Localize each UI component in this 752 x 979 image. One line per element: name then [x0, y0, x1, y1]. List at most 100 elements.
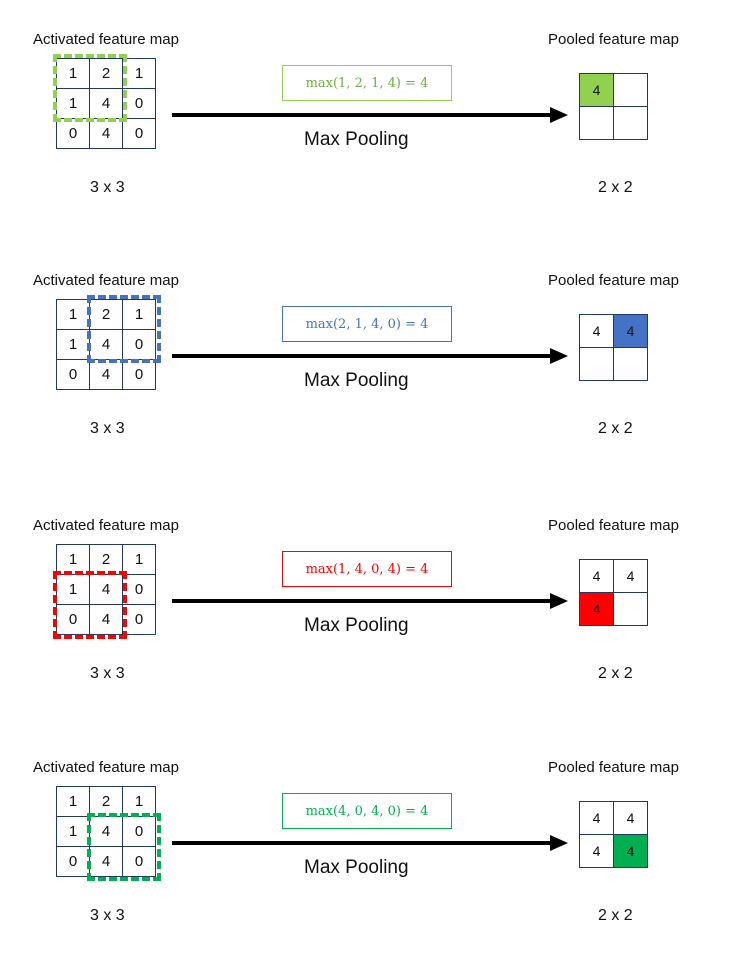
matrix-row	[579, 347, 648, 381]
matrix-cell: 1	[56, 544, 90, 575]
pooling-window	[53, 54, 127, 122]
matrix-cell: 0	[56, 118, 90, 149]
arrow-right-icon	[172, 348, 568, 364]
pooled-cell: 4	[613, 559, 648, 593]
matrix-cell: 1	[56, 58, 90, 89]
pooled-cell	[579, 347, 614, 381]
pooled-cell: 4	[579, 559, 614, 593]
input-title: Activated feature map	[33, 759, 179, 776]
pooled-cell	[613, 347, 648, 381]
pooled-cell: 4	[579, 592, 614, 626]
pooling-window	[87, 295, 161, 363]
matrix-row: 4	[579, 73, 648, 107]
pooling-step-3: Activated feature map Pooled feature map 1…	[0, 517, 752, 737]
matrix-cell: 2	[89, 58, 123, 89]
matrix-cell: 1	[122, 786, 156, 817]
formula-box: max(2, 1, 4, 0) = 4	[282, 306, 452, 342]
pooled-cell: 4	[579, 834, 614, 868]
formula-box: max(4, 0, 4, 0) = 4	[282, 793, 452, 829]
matrix-row: 4	[579, 592, 648, 626]
pooled-cell: 4	[579, 314, 614, 348]
output-title: Pooled feature map	[548, 759, 679, 776]
matrix-cell: 1	[56, 299, 90, 330]
pooling-step-1: Activated feature map Pooled feature map 1…	[0, 31, 752, 251]
formula-box: max(1, 4, 0, 4) = 4	[282, 551, 452, 587]
output-title: Pooled feature map	[548, 517, 679, 534]
input-title: Activated feature map	[33, 31, 179, 48]
matrix-cell: 1	[56, 786, 90, 817]
matrix-cell: 0	[122, 329, 156, 360]
output-title: Pooled feature map	[548, 272, 679, 289]
matrix-cell: 0	[122, 604, 156, 635]
formula-box: max(1, 2, 1, 4) = 4	[282, 65, 452, 101]
matrix-cell: 0	[122, 574, 156, 605]
matrix-cell: 2	[89, 544, 123, 575]
arrow-right-icon	[172, 835, 568, 851]
matrix-cell: 0	[56, 359, 90, 390]
operation-label: Max Pooling	[304, 615, 409, 636]
input-size-label: 3 x 3	[90, 179, 125, 196]
output-size-label: 2 x 2	[598, 420, 633, 437]
pooled-cell	[613, 73, 648, 107]
pooled-matrix: 4	[579, 73, 648, 140]
operation-label: Max Pooling	[304, 857, 409, 878]
pooled-cell: 4	[613, 314, 648, 348]
pooled-cell: 4	[579, 801, 614, 835]
input-size-label: 3 x 3	[90, 907, 125, 924]
pooling-step-4: Activated feature map Pooled feature map 1…	[0, 759, 752, 979]
arrow-right-icon	[172, 593, 568, 609]
matrix-cell: 0	[122, 118, 156, 149]
operation-label: Max Pooling	[304, 370, 409, 391]
matrix-cell: 0	[56, 604, 90, 635]
matrix-cell: 1	[122, 299, 156, 330]
arrow-right-icon	[172, 107, 568, 123]
matrix-cell: 2	[89, 786, 123, 817]
matrix-cell: 1	[122, 58, 156, 89]
matrix-cell: 0	[122, 846, 156, 877]
matrix-cell: 4	[89, 118, 123, 149]
pooled-cell	[613, 592, 648, 626]
output-size-label: 2 x 2	[598, 907, 633, 924]
matrix-row	[579, 106, 648, 140]
matrix-cell: 1	[56, 816, 90, 847]
pooled-cell: 4	[579, 73, 614, 107]
matrix-cell: 0	[122, 88, 156, 119]
pooling-step-2: Activated feature map Pooled feature map 1…	[0, 272, 752, 492]
input-title: Activated feature map	[33, 517, 179, 534]
matrix-cell: 1	[122, 544, 156, 575]
pooling-window	[87, 813, 161, 881]
output-size-label: 2 x 2	[598, 179, 633, 196]
matrix-cell: 0	[56, 846, 90, 877]
operation-label: Max Pooling	[304, 129, 409, 150]
input-title: Activated feature map	[33, 272, 179, 289]
matrix-cell: 4	[89, 359, 123, 390]
pooled-cell	[579, 106, 614, 140]
input-size-label: 3 x 3	[90, 420, 125, 437]
pooled-cell	[613, 106, 648, 140]
output-title: Pooled feature map	[548, 31, 679, 48]
pooled-cell: 4	[613, 834, 648, 868]
pooling-window	[53, 571, 127, 639]
matrix-cell: 1	[56, 329, 90, 360]
matrix-cell: 0	[122, 359, 156, 390]
matrix-cell: 4	[89, 846, 123, 877]
pooled-cell: 4	[613, 801, 648, 835]
